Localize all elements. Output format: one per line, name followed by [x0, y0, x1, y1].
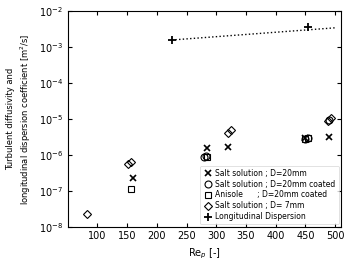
X-axis label: Re$_p$ [-]: Re$_p$ [-] [188, 247, 221, 261]
Salt solution ; D=20mm [303, 137, 308, 140]
Salt solution ; D=20mm coated [327, 118, 331, 121]
Salt solution ; D= 7mm [326, 119, 330, 122]
Anisole      ; D=20mm coated [306, 136, 310, 140]
Salt solution ; D= 7mm [128, 160, 133, 163]
Salt solution ; D=20mm coated [202, 156, 206, 159]
Salt solution ; D= 7mm [226, 131, 230, 134]
Line: Salt solution ; D=20mm: Salt solution ; D=20mm [130, 134, 333, 182]
Salt solution ; D=20mm [205, 147, 210, 150]
Line: Anisole      ; D=20mm coated: Anisole ; D=20mm coated [128, 135, 311, 193]
Salt solution ; D=20mm coated [204, 154, 208, 157]
Anisole      ; D=20mm coated [129, 188, 133, 191]
Longitudinal Dispersion [306, 25, 310, 28]
Line: Salt solution ; D= 7mm: Salt solution ; D= 7mm [84, 115, 334, 218]
Line: Salt solution ; D=20mm coated: Salt solution ; D=20mm coated [201, 116, 333, 161]
Anisole      ; D=20mm coated [205, 155, 210, 159]
Salt solution ; D=20mm [226, 146, 230, 149]
Salt solution ; D= 7mm [229, 128, 233, 131]
Salt solution ; D= 7mm [126, 163, 131, 166]
Salt solution ; D=20mm coated [303, 137, 308, 140]
Salt solution ; D=20mm [131, 177, 135, 180]
Salt solution ; D=20mm coated [306, 136, 310, 139]
Legend: Salt solution ; D=20mm, Salt solution ; D=20mm coated, Anisole      ; D=20mm coa: Salt solution ; D=20mm, Salt solution ; … [200, 166, 339, 224]
Salt solution ; D= 7mm [85, 213, 89, 216]
Longitudinal Dispersion [170, 38, 174, 42]
Y-axis label: Turbulent diffusivity and
longitudinal dispersion coefficient [m$^2$/s]: Turbulent diffusivity and longitudinal d… [6, 33, 33, 205]
Line: Longitudinal Dispersion: Longitudinal Dispersion [168, 22, 313, 44]
Salt solution ; D= 7mm [329, 117, 333, 120]
Anisole      ; D=20mm coated [303, 138, 308, 141]
Salt solution ; D=20mm [327, 136, 331, 139]
